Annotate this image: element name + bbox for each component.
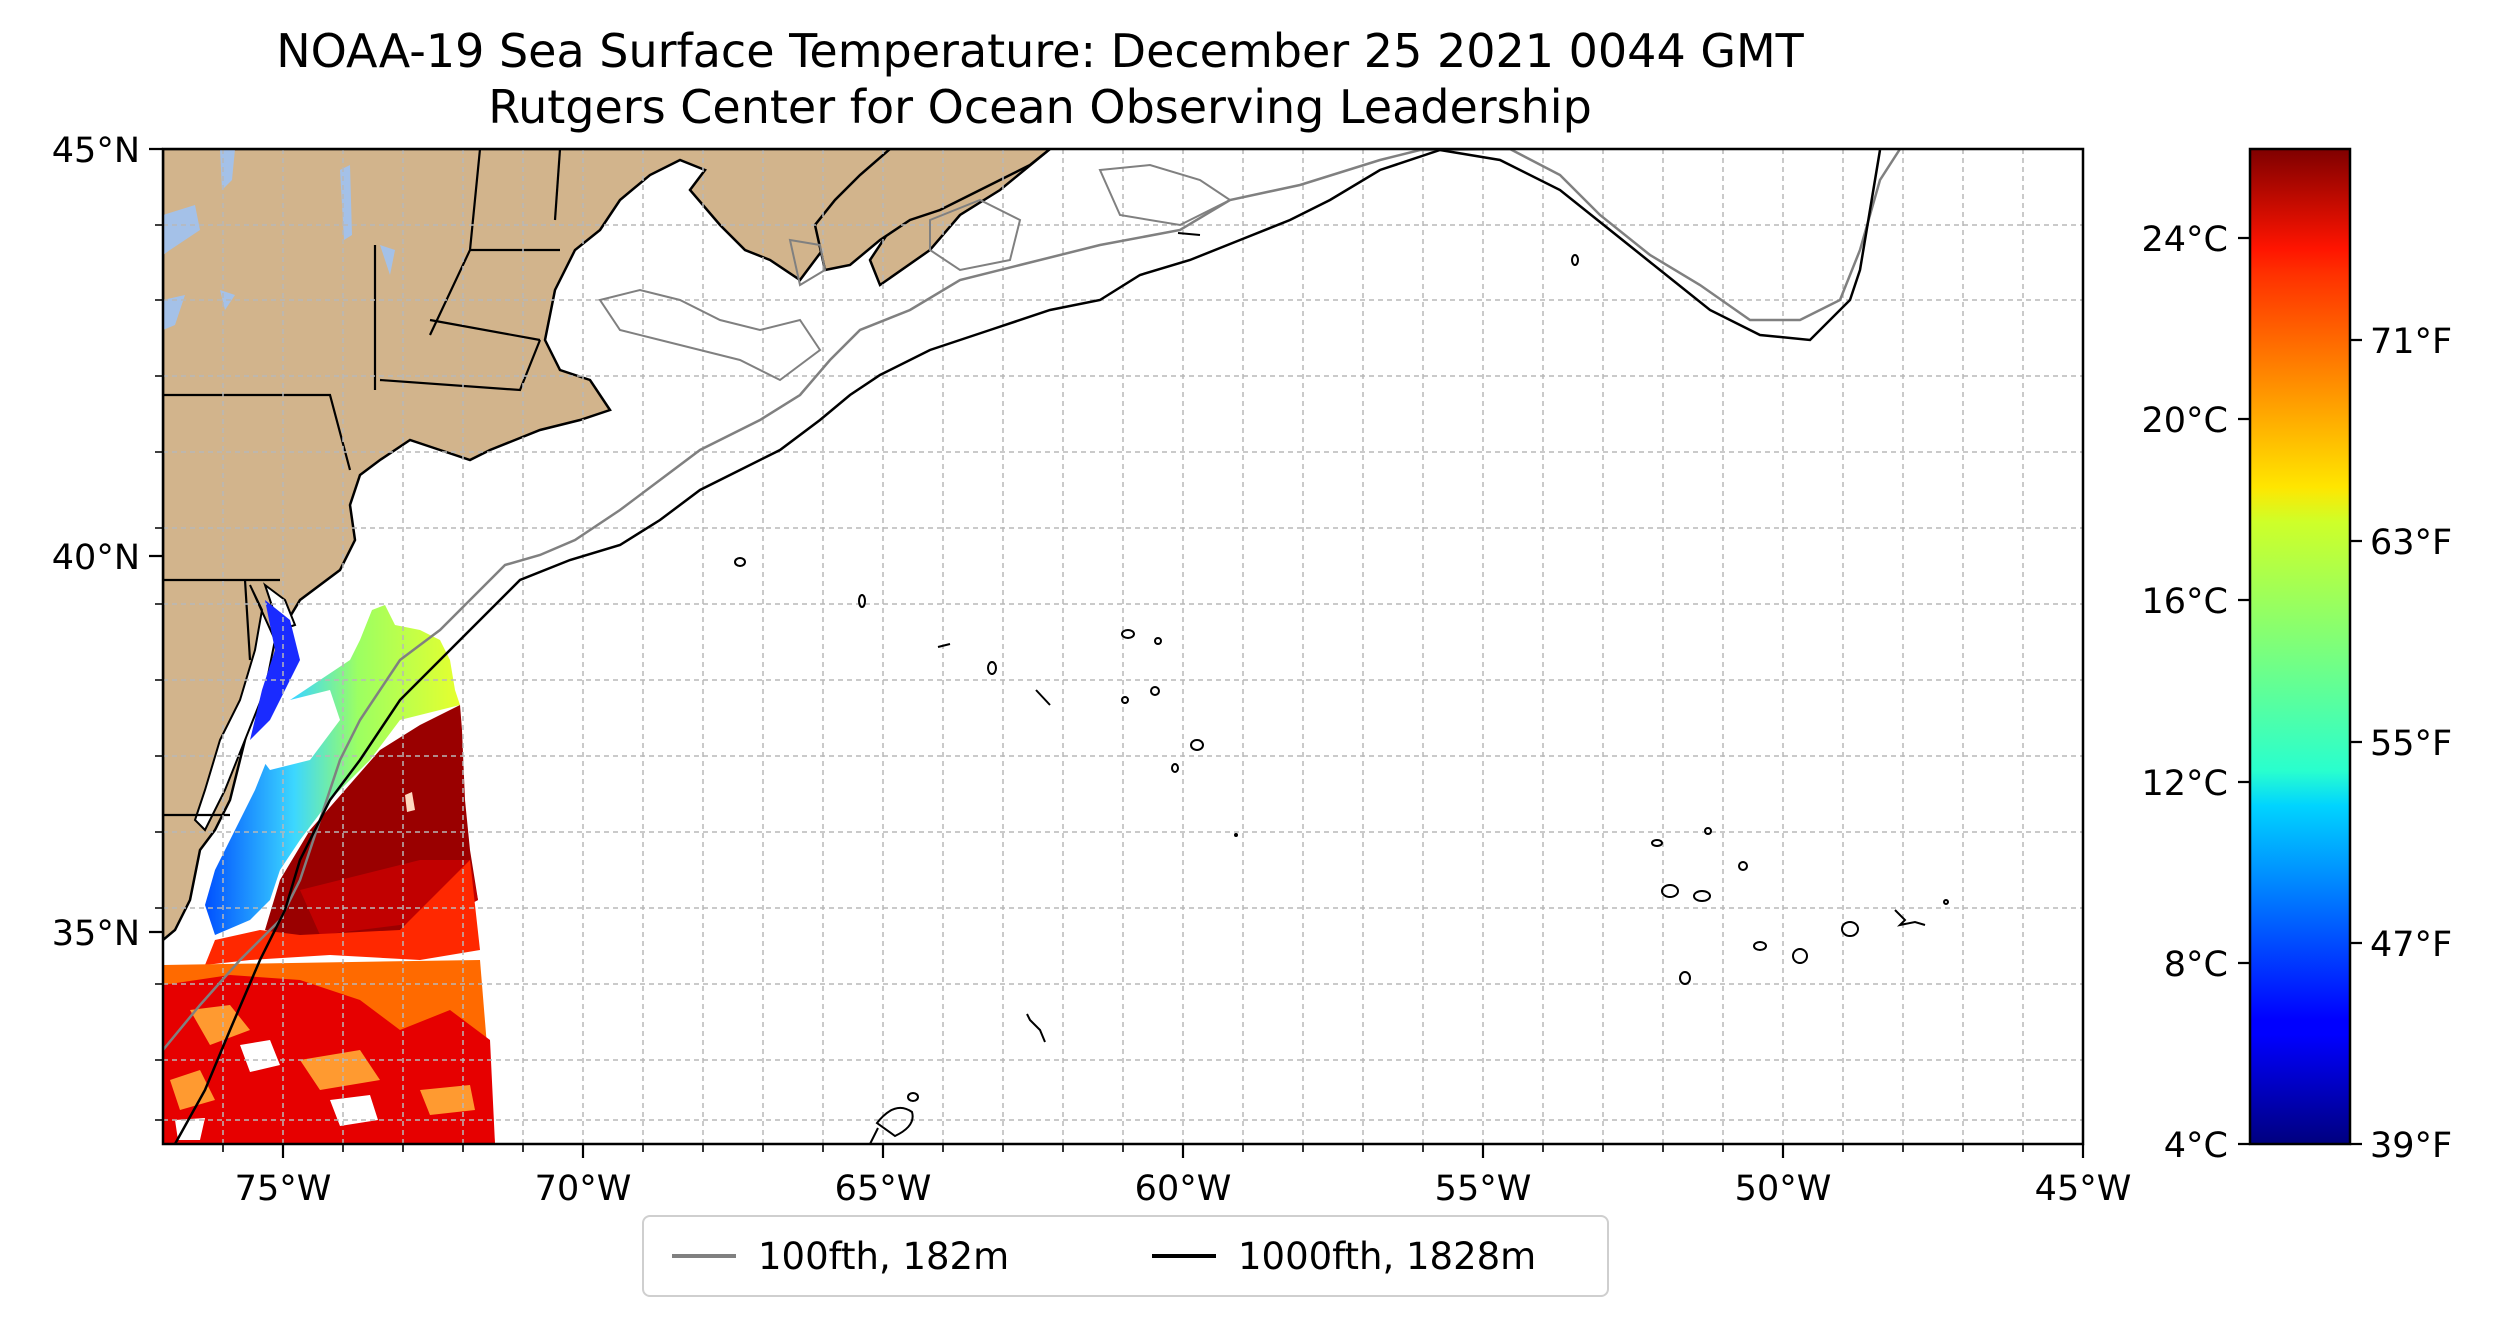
lon-label-60w: 60°W [1135, 1169, 1232, 1209]
state-borders [163, 149, 562, 817]
colorbar-f-label-71: 71°F [2370, 322, 2452, 362]
legend-line-black-icon [1152, 1254, 1216, 1258]
map-minor-ticks [155, 224, 2024, 1152]
lon-label-70w: 70°W [535, 1169, 632, 1209]
gridlines [163, 149, 2083, 1144]
chart-title: NOAA-19 Sea Surface Temperature: Decembe… [276, 24, 1804, 78]
colorbar-c-label-12: 12°C [2142, 764, 2228, 804]
colorbar-c-label-24: 24°C [2142, 220, 2228, 260]
colorbar-celsius-ticks [2238, 236, 2250, 1146]
colorbar-c-label-8: 8°C [2164, 945, 2228, 985]
lon-label-75w: 75°W [235, 1169, 332, 1209]
lon-label-50w: 50°W [1735, 1169, 1832, 1209]
colorbar-f-label-55: 55°F [2370, 724, 2452, 764]
legend-label-1000fth: 1000fth, 1828m [1238, 1234, 1537, 1278]
isobath-100fth [163, 149, 1902, 1051]
legend-line-gray-icon [672, 1254, 736, 1258]
isobath-100fth-banks [598, 163, 1232, 382]
legend-label-100fth: 100fth, 182m [758, 1234, 1010, 1278]
map-content [163, 149, 2083, 1144]
legend: 100fth, 182m 1000fth, 1828m [642, 1215, 1609, 1297]
lat-label-40n: 40°N [52, 538, 140, 578]
colorbar-f-label-47: 47°F [2370, 925, 2452, 965]
map-major-ticks [149, 147, 2085, 1158]
colorbar-c-label-16: 16°C [2142, 582, 2228, 622]
colorbar-f-label-39: 39°F [2370, 1126, 2452, 1166]
colorbar [2248, 147, 2352, 1146]
colorbar-c-label-4: 4°C [2164, 1126, 2228, 1166]
lat-label-35n: 35°N [52, 914, 140, 954]
lon-label-55w: 55°W [1435, 1169, 1532, 1209]
land-nova-scotia [813, 149, 1053, 272]
isobath-1000fth [173, 149, 1882, 1144]
legend-item-100fth: 100fth, 182m [672, 1217, 1009, 1295]
colorbar-f-label-63: 63°F [2370, 523, 2452, 563]
lat-label-45n: 45°N [52, 131, 140, 171]
seamounts [734, 232, 1949, 1144]
chart-subtitle: Rutgers Center for Ocean Observing Leade… [488, 80, 1592, 134]
lon-label-65w: 65°W [835, 1169, 932, 1209]
colorbar-fahrenheit-ticks [2350, 338, 2362, 1146]
lon-label-45w: 45°W [2035, 1169, 2132, 1209]
legend-item-1000fth: 1000fth, 1828m [1152, 1217, 1536, 1295]
colorbar-c-label-20: 20°C [2142, 401, 2228, 441]
